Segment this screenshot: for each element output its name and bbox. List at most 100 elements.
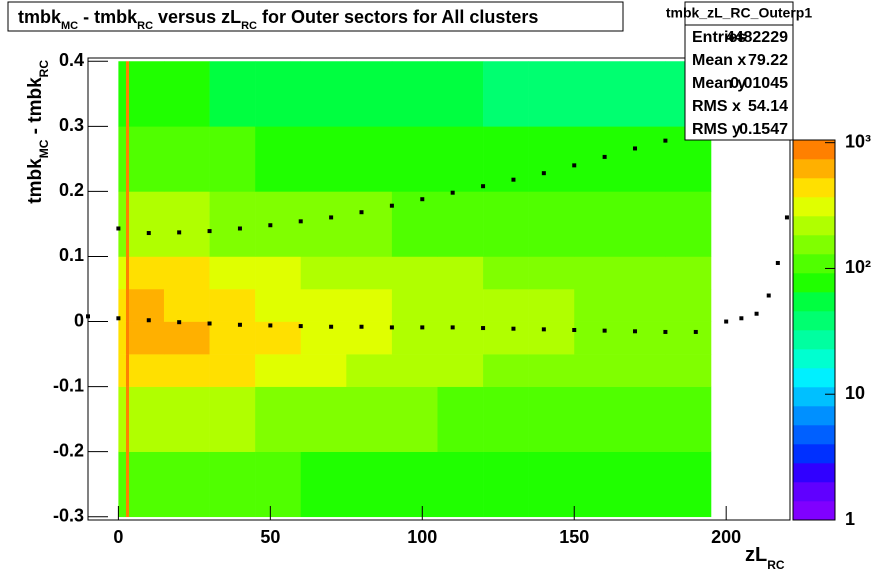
heat-cell <box>574 289 621 322</box>
color-bar-frame <box>792 139 836 521</box>
heat-cell <box>665 191 712 257</box>
heat-cell <box>528 256 575 290</box>
heat-cell <box>300 451 347 518</box>
heat-cell <box>665 289 712 322</box>
profile-point <box>146 231 151 236</box>
stats-value: 4482229 <box>726 29 788 46</box>
heat-cell <box>255 321 302 355</box>
heat-cell <box>619 289 666 322</box>
heat-cell <box>129 451 165 518</box>
label-part: versus zL <box>153 7 241 27</box>
heat-cell <box>118 126 127 192</box>
profile-point <box>177 230 182 235</box>
heat-cell <box>528 386 575 452</box>
stats-label: Entries <box>692 29 746 46</box>
heat-cell <box>528 61 575 127</box>
title-box <box>7 1 624 32</box>
heat-cell <box>255 256 302 290</box>
heat-cell <box>528 354 575 387</box>
heat-cell <box>346 289 393 322</box>
palette-swatch <box>793 178 835 198</box>
heat-cell <box>255 61 302 127</box>
profile-point <box>481 184 486 189</box>
heat-cell <box>163 354 210 387</box>
heat-cell <box>129 386 165 452</box>
heat-cell <box>125 61 130 127</box>
heat-cell <box>437 321 484 355</box>
stats-value: 0.1547 <box>739 121 788 138</box>
profile-point <box>633 146 638 151</box>
profile-point <box>237 322 242 327</box>
heat-cell <box>483 451 529 518</box>
heat-cell <box>209 191 256 257</box>
y-tick-label: 0.1 <box>59 245 84 265</box>
heat-cell <box>528 126 575 192</box>
profile-point <box>481 326 486 331</box>
heat-cell <box>118 321 127 355</box>
stats-value: 79.22 <box>748 52 788 69</box>
heat-cell <box>483 386 529 452</box>
axes: 0 50 100 150 200 -0.3 -0.2 -0.1 0 0.1 0.2 0.3 0.4 <box>53 50 791 547</box>
profile-point <box>784 215 789 220</box>
y-tick-label: 0.3 <box>59 115 84 135</box>
heat-cell <box>665 386 712 452</box>
heat-cell <box>300 321 347 355</box>
heat-cell <box>665 321 712 355</box>
profile-point <box>511 326 516 331</box>
y-tick-label: 0 <box>74 310 84 330</box>
heat-cell <box>300 61 347 127</box>
profile-point <box>298 324 303 329</box>
stats-value: 54.14 <box>748 98 788 115</box>
palette-swatch <box>793 140 835 160</box>
profile-point <box>541 171 546 176</box>
z-tick-label: 10 <box>845 383 865 403</box>
y-axis-label: tmbkMC - tmbkRC <box>25 60 51 204</box>
heat-cell <box>125 321 130 355</box>
palette-swatch <box>793 235 835 255</box>
profile-point <box>207 229 212 234</box>
y-tick-label: 0.2 <box>59 180 84 200</box>
heat-cell <box>665 256 712 290</box>
profile-point <box>633 329 638 334</box>
heat-cell <box>129 191 165 257</box>
heat-cell <box>118 191 127 257</box>
heat-cell <box>483 321 529 355</box>
heat-cell <box>118 451 127 518</box>
label-part: tmbk <box>25 158 46 204</box>
heat-cell <box>125 354 130 387</box>
palette-swatch <box>793 292 835 312</box>
heat-cell <box>574 386 621 452</box>
palette-swatch <box>793 273 835 293</box>
heat-cell <box>255 191 302 257</box>
profile-point <box>572 163 577 168</box>
heat-cell <box>574 451 621 518</box>
heat-cell <box>528 451 575 518</box>
heat-cell <box>129 256 165 290</box>
heat-cell <box>391 354 438 387</box>
heat-cell <box>255 126 302 192</box>
x-tick-label: 200 <box>711 527 741 547</box>
profile-point <box>237 226 242 231</box>
palette-swatch <box>793 368 835 388</box>
heat-cell <box>391 191 438 257</box>
label-part: - tmbk <box>25 77 46 140</box>
heat-cell <box>209 256 256 290</box>
heat-cell <box>483 126 529 192</box>
profile-point <box>663 329 668 334</box>
profile-point <box>420 197 425 202</box>
heat-cell <box>483 289 529 322</box>
profile-point <box>359 324 364 329</box>
profile-point <box>329 215 334 220</box>
profile-point <box>663 138 668 143</box>
heat-cell <box>665 451 712 518</box>
palette-swatch <box>793 216 835 236</box>
subscript: MC <box>61 20 78 32</box>
profile-point <box>754 311 759 316</box>
heat-cell <box>118 386 127 452</box>
heat-cell <box>619 191 666 257</box>
profile-point <box>116 226 121 231</box>
palette-swatch <box>793 387 835 407</box>
subscript: MC <box>37 139 51 158</box>
heat-cell <box>346 386 393 452</box>
